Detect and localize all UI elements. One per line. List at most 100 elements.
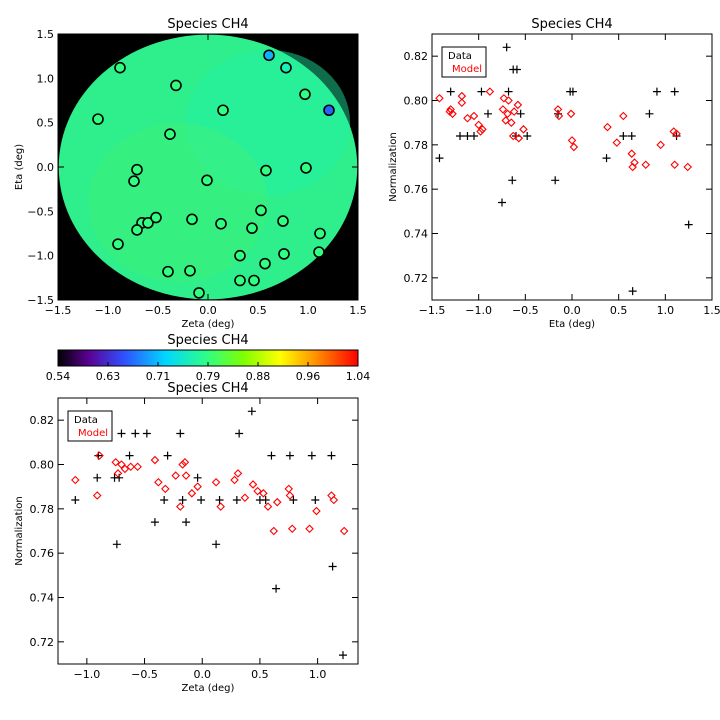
model-point — [312, 506, 321, 516]
model-point — [193, 482, 202, 491]
model-point — [150, 455, 160, 465]
model-point — [569, 142, 579, 152]
data-point — [498, 198, 506, 207]
x-tick-label: 0.5 — [610, 304, 628, 317]
model-point — [478, 125, 487, 134]
data-point — [628, 287, 637, 296]
data-point — [477, 87, 486, 96]
colorbar: Species CH4 0.54 0.63 0.71 0.79 0.88 0.96 1.04 — [46, 333, 371, 383]
data-point — [652, 87, 661, 96]
data-point — [670, 87, 679, 96]
x-tick-label: 1.5 — [703, 304, 720, 317]
data-point — [446, 87, 455, 96]
model-point — [211, 477, 221, 487]
map-chart: −1.5 −1.0 −0.5 0.0 0.5 1.0 1.5 −1.5 −1.0 −0.5 0.0 0… — [14, 17, 367, 330]
model-point — [474, 120, 483, 130]
plot-frame — [57, 397, 359, 665]
zeta-normalization-chart: −1.0 −0.5 0.0 0.5 1.0 0.72 0.74 0.76 0.78 0.80 0.8… — [14, 381, 359, 694]
data-point — [470, 131, 478, 140]
map-point — [246, 222, 258, 234]
x-tick-label: 0.5 — [249, 304, 267, 317]
map-point — [248, 274, 260, 287]
model-point — [683, 162, 693, 172]
map-point — [128, 175, 140, 187]
map-point — [162, 265, 174, 278]
model-point — [603, 122, 612, 132]
x-tick-label: 1.0 — [299, 304, 317, 317]
x-tick-label: −0.5 — [131, 668, 158, 681]
legend-model-label: Model — [78, 428, 108, 439]
data-point — [182, 518, 191, 527]
data-point — [176, 429, 185, 438]
y-tick-label: 1.5 — [37, 28, 55, 41]
data-point — [311, 495, 320, 504]
y-tick-label: −1.0 — [27, 250, 54, 263]
x-tick-label: −1.5 — [45, 304, 72, 317]
data-point — [602, 154, 611, 163]
data-point — [235, 429, 244, 438]
data-point — [193, 473, 202, 482]
model-point — [187, 489, 197, 498]
data-point — [516, 109, 525, 118]
y-tick-label: 0.82 — [30, 414, 55, 427]
data-point — [71, 495, 80, 504]
map-point — [313, 246, 325, 258]
map-point — [300, 162, 312, 174]
x-tick-label: 1.0 — [309, 668, 327, 681]
chart-title: Species CH4 — [167, 381, 248, 396]
data-point — [435, 154, 444, 163]
model-point — [457, 98, 467, 107]
data-point — [150, 518, 159, 527]
y-tick-label: 0.5 — [37, 117, 55, 130]
data-point — [339, 651, 347, 660]
data-point — [504, 87, 513, 96]
map-point — [263, 49, 275, 62]
data-point — [272, 584, 281, 593]
data-point — [456, 131, 464, 140]
model-point — [501, 116, 511, 125]
x-tick-label: 0.0 — [563, 304, 581, 317]
model-point — [230, 475, 239, 485]
model-point — [181, 471, 191, 480]
model-point — [508, 131, 518, 141]
y-axis-label: Normalization — [388, 132, 399, 202]
model-point — [272, 497, 282, 507]
model-point — [503, 109, 512, 119]
data-point — [512, 65, 521, 74]
map-point — [217, 104, 229, 117]
model-point — [485, 87, 495, 96]
x-axis-label: Zeta (deg) — [182, 319, 235, 330]
model-point — [498, 105, 508, 114]
x-tick-label: −0.5 — [145, 304, 172, 317]
model-point — [233, 469, 243, 478]
model-point — [469, 111, 479, 121]
data-point — [285, 451, 294, 460]
y-tick-label: 0.72 — [30, 636, 55, 649]
model-point — [305, 524, 314, 534]
model-point — [259, 489, 268, 498]
model-point — [154, 477, 163, 487]
model-point — [672, 129, 681, 139]
colorbar-tick-label: 0.54 — [46, 370, 71, 383]
model-point — [111, 458, 120, 467]
data-point — [289, 495, 298, 504]
model-point — [463, 113, 472, 123]
map-point — [112, 238, 124, 250]
data-point — [502, 43, 511, 52]
map-point — [201, 174, 213, 187]
model-point — [499, 94, 509, 103]
model-point — [476, 127, 485, 136]
model-point — [554, 111, 564, 121]
data-point — [247, 407, 256, 416]
map-point — [142, 217, 154, 229]
model-point — [133, 462, 142, 471]
model-point — [513, 100, 523, 110]
data-point — [508, 176, 517, 185]
data-point — [93, 473, 102, 482]
model-point — [269, 526, 279, 536]
map-point — [170, 79, 182, 92]
map-point — [215, 217, 227, 230]
model-point — [287, 524, 297, 534]
model-point — [216, 502, 225, 511]
